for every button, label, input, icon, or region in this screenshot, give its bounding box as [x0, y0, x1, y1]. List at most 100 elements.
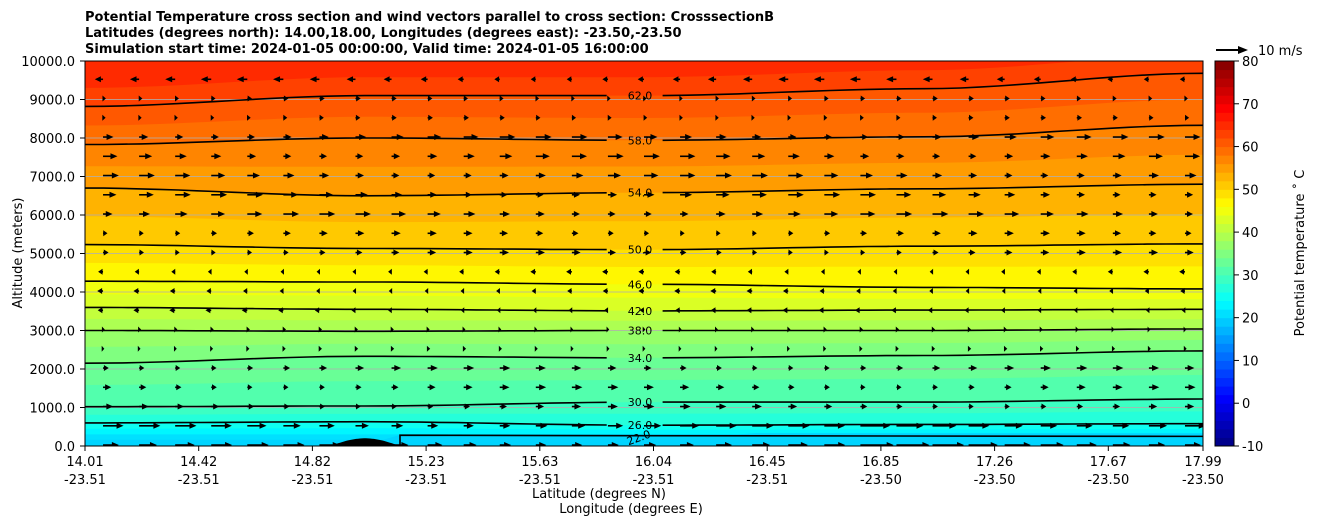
- colorbar-band-40: [1215, 223, 1234, 233]
- wind-arrow-311: [139, 249, 144, 256]
- wind-arrow-255: [352, 288, 357, 295]
- wind-arrow-78: [680, 403, 691, 410]
- wind-arrow-201: [642, 326, 646, 333]
- colorbar-band-66: [1215, 112, 1234, 122]
- wind-arrow-154: [1184, 365, 1195, 372]
- wind-arrow-490: [1004, 153, 1014, 160]
- wind-arrow-252: [243, 288, 248, 295]
- wind-arrow-310: [103, 249, 109, 256]
- x-tick-label-lat-3: 15.23: [407, 455, 444, 470]
- wind-arrow-298: [784, 268, 789, 275]
- wind-arrow-580: [896, 95, 902, 102]
- wind-arrow-145: [860, 365, 867, 372]
- wind-arrow-536: [427, 114, 433, 121]
- wind-arrow-538: [499, 114, 505, 121]
- wind-arrow-561: [211, 95, 216, 102]
- wind-arrow-131: [355, 365, 365, 372]
- wind-arrow-535: [391, 114, 397, 121]
- wind-arrow-482: [716, 153, 731, 160]
- wind-arrow-581: [932, 95, 938, 102]
- wind-arrow-334: [968, 249, 976, 256]
- colorbar-band-12: [1215, 343, 1234, 353]
- wind-arrow-3: [211, 442, 233, 446]
- wind-arrow-568: [463, 95, 468, 102]
- wind-arrow-340: [1184, 249, 1194, 256]
- wind-arrow-491: [1040, 153, 1051, 160]
- x-tick-label-lat-9: 17.67: [1090, 455, 1127, 470]
- chart-title-line-2: Latitudes (degrees north): 14.00,18.00, …: [85, 26, 682, 41]
- wind-arrow-173: [750, 345, 754, 352]
- wind-arrow-466: [139, 153, 153, 160]
- wind-arrow-396: [968, 211, 985, 218]
- contour-line-26: [85, 420, 1203, 426]
- wind-arrow-1: [139, 442, 157, 446]
- wind-arrow-368: [1076, 230, 1086, 237]
- wind-arrow-585: [1076, 95, 1082, 102]
- contour-label-30: 30.0: [628, 396, 653, 409]
- wind-arrow-276: [1109, 288, 1114, 295]
- wind-arrow-128: [247, 365, 254, 372]
- wind-arrow-300: [857, 268, 861, 275]
- x-tick-label-lat-10: 17.99: [1184, 455, 1221, 470]
- wind-arrow-164: [426, 345, 431, 352]
- wind-arrow-92: [1184, 403, 1195, 410]
- x-tick-label-lon-7: -23.50: [860, 473, 902, 488]
- x-tick-label-lon-9: -23.50: [1087, 473, 1129, 488]
- wind-arrow-607: [742, 76, 753, 83]
- wind-arrow-539: [535, 114, 541, 121]
- wind-arrow-542: [643, 114, 648, 121]
- wind-arrow-453: [788, 172, 804, 179]
- wind-arrow-323: [571, 249, 581, 256]
- wind-arrow-152: [1112, 365, 1124, 372]
- x-axis: 14.01 -23.51 14.42 -23.51 14.82 -23.51 15.23 -2…: [64, 446, 1224, 488]
- wind-arrow-269: [856, 288, 861, 295]
- colorbar-band-10: [1215, 351, 1234, 361]
- wind-arrow-149: [1004, 365, 1015, 372]
- wind-arrow-77: [644, 403, 655, 410]
- colorbar-band-4: [1215, 377, 1234, 387]
- wind-arrow-388: [680, 211, 689, 218]
- wind-arrow-486: [860, 153, 870, 160]
- wind-arrow-114: [860, 384, 866, 391]
- quiver-key-label: 10 m/s: [1258, 44, 1303, 59]
- wind-arrow-331: [860, 249, 866, 256]
- wind-arrow-129: [283, 365, 291, 372]
- wind-arrow-302: [929, 268, 934, 275]
- colorbar-band-36: [1215, 240, 1234, 250]
- wind-arrow-108: [644, 384, 654, 391]
- wind-arrow-33: [175, 422, 197, 429]
- wind-arrow-313: [211, 249, 216, 256]
- wind-arrow-384: [535, 211, 545, 218]
- y-tick-label-7: 7000.0: [30, 171, 76, 186]
- wind-arrow-579: [860, 95, 866, 102]
- wind-arrow-393: [860, 211, 876, 218]
- wind-arrow-493: [1112, 153, 1126, 160]
- wind-arrow-375: [211, 211, 226, 218]
- wind-arrow-250: [169, 288, 176, 295]
- wind-arrow-522: [1040, 134, 1055, 141]
- wind-arrow-4: [247, 442, 269, 446]
- wind-arrow-499: [211, 134, 219, 141]
- wind-arrow-23: [932, 442, 965, 446]
- wind-arrow-543: [679, 114, 683, 121]
- wind-arrow-118: [1004, 384, 1012, 391]
- wind-arrow-560: [175, 95, 179, 102]
- wind-arrow-477: [535, 153, 550, 160]
- wind-arrow-586: [1112, 95, 1117, 102]
- wind-arrow-480: [644, 153, 660, 160]
- colorbar-band-74: [1215, 78, 1234, 88]
- x-tick-label-lon-1: -23.51: [178, 473, 220, 488]
- wind-arrow-442: [391, 172, 400, 179]
- wind-arrow-95: [175, 384, 182, 391]
- wind-arrow-349: [391, 230, 401, 237]
- wind-arrow-261: [567, 288, 572, 295]
- wind-arrow-326: [680, 249, 687, 256]
- wind-arrow-176: [859, 345, 863, 352]
- wind-arrow-565: [355, 95, 361, 102]
- wind-arrow-248: [97, 288, 104, 295]
- wind-arrow-347: [319, 230, 328, 237]
- wind-arrow-180: [1003, 345, 1008, 352]
- colorbar-band-32: [1215, 257, 1234, 267]
- wind-arrow-592: [200, 76, 212, 83]
- wind-arrow-219: [169, 307, 176, 314]
